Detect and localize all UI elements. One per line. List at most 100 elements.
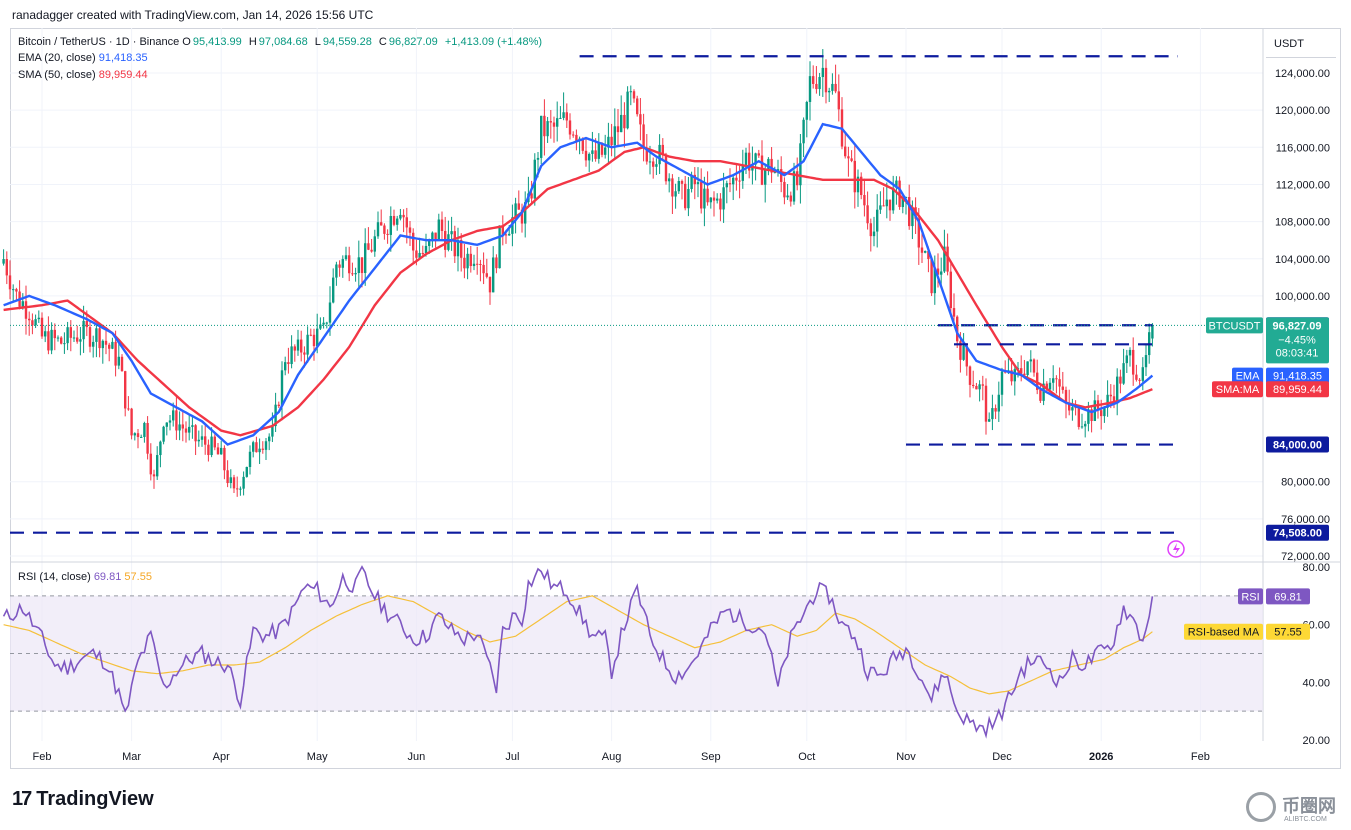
candle-body xyxy=(40,317,44,337)
candle-body xyxy=(834,83,837,92)
candle-body xyxy=(31,320,34,326)
candle-body xyxy=(620,114,623,133)
candle-body xyxy=(472,263,476,267)
moving-averages xyxy=(3,122,1154,446)
rsi-tick-label: 20.00 xyxy=(1302,735,1330,747)
symbol-name: Bitcoin / TetherUS · 1D · Binance xyxy=(18,36,180,48)
candle-body xyxy=(780,169,783,182)
candle-body xyxy=(917,218,920,248)
candle-body xyxy=(594,150,597,159)
candle-body xyxy=(706,188,709,203)
candle-body xyxy=(639,114,642,125)
candle-body xyxy=(133,433,136,436)
rsi-ma-value: 57.55 xyxy=(124,571,152,583)
candle-body xyxy=(383,225,386,234)
candle-body xyxy=(1087,409,1090,424)
candle-body xyxy=(389,215,392,235)
price-tick-label: 104,000.00 xyxy=(1275,254,1330,266)
close-label: C xyxy=(378,36,387,48)
price-tick-label: 108,000.00 xyxy=(1275,217,1330,229)
candle-body xyxy=(1119,376,1122,384)
attribution-line: ranadagger created with TradingView.com,… xyxy=(12,8,374,22)
candle-body xyxy=(936,268,940,275)
candle-body xyxy=(530,193,533,199)
candle-body xyxy=(1144,355,1148,368)
candle-body xyxy=(978,384,981,390)
time-tick-label: Nov xyxy=(896,751,916,763)
candle-body xyxy=(1090,409,1093,421)
rsi-band xyxy=(10,595,1263,712)
candle-body xyxy=(293,346,296,351)
candle-body xyxy=(56,337,60,339)
candle-body xyxy=(85,320,88,328)
time-tick-label: May xyxy=(307,751,328,763)
candle-body xyxy=(76,337,79,342)
candle-body xyxy=(421,252,424,254)
candle-body xyxy=(357,257,360,273)
level-tag: 74,508.00 xyxy=(1273,528,1322,540)
candle-body xyxy=(213,436,216,448)
candle-body xyxy=(498,225,501,269)
rsi-legend: RSI (14, close) 69.81 57.55 xyxy=(18,571,152,583)
candle-body xyxy=(866,205,869,224)
candle-body xyxy=(194,425,197,442)
sma-label: SMA (50, close) xyxy=(18,69,96,81)
candle-body xyxy=(1036,372,1039,390)
tradingview-brand: TradingView xyxy=(36,788,154,810)
candle-body xyxy=(1116,376,1119,403)
candle-body xyxy=(277,404,280,407)
candle-body xyxy=(965,345,968,367)
candle-body xyxy=(872,231,876,237)
candle-body xyxy=(146,422,149,454)
candle-body xyxy=(600,143,604,155)
candle-body xyxy=(540,115,543,158)
candle-body xyxy=(1020,368,1023,374)
candle-body xyxy=(792,171,796,202)
candle-body xyxy=(159,441,162,456)
sma-50-line xyxy=(3,146,1153,437)
candle-body xyxy=(1106,394,1109,408)
candle-body xyxy=(613,126,616,146)
time-tick-label: Aug xyxy=(602,751,622,763)
candle-body xyxy=(805,102,808,120)
candle-body xyxy=(72,337,76,339)
candle-body xyxy=(175,410,178,431)
candle-body xyxy=(412,232,415,251)
price-tick-label: 100,000.00 xyxy=(1275,291,1330,303)
candle-body xyxy=(284,362,287,371)
candle-body xyxy=(652,161,655,167)
price-tick-label: 116,000.00 xyxy=(1276,142,1330,154)
last-price-text: 96,827.09 xyxy=(1273,320,1322,332)
candle-body xyxy=(380,222,383,226)
candle-body xyxy=(1109,394,1112,397)
time-tick-label: Mar xyxy=(122,751,141,763)
candle-body xyxy=(8,275,12,290)
candle-body xyxy=(261,448,264,450)
candle-body xyxy=(856,176,860,193)
candle-body xyxy=(546,121,549,137)
tradingview-logo[interactable]: 17 TradingView xyxy=(12,788,154,811)
candle-body xyxy=(847,156,850,159)
candle-body xyxy=(69,327,72,338)
candle-body xyxy=(815,83,818,90)
candle-body xyxy=(661,144,664,156)
candle-body xyxy=(373,236,376,252)
candle-body xyxy=(162,426,165,442)
candle-body xyxy=(818,77,821,90)
ema-name-tag-box xyxy=(1232,367,1263,384)
time-tick-label: Sep xyxy=(701,751,721,763)
candle-body xyxy=(124,371,127,409)
symbol-legend: Bitcoin / TetherUS · 1D · Binance O 95,41… xyxy=(18,36,546,48)
candle-body xyxy=(1023,373,1026,376)
currency-selector[interactable]: USDT xyxy=(1266,30,1336,58)
candle-body xyxy=(920,247,924,253)
time-tick-label: Jun xyxy=(408,751,426,763)
candle-body xyxy=(882,205,885,207)
candle-body xyxy=(479,264,482,266)
level-tag-box xyxy=(1266,436,1329,453)
candle-body xyxy=(245,466,248,477)
candle-body xyxy=(988,419,991,422)
candle-body xyxy=(770,158,773,173)
candle-body xyxy=(2,259,5,264)
